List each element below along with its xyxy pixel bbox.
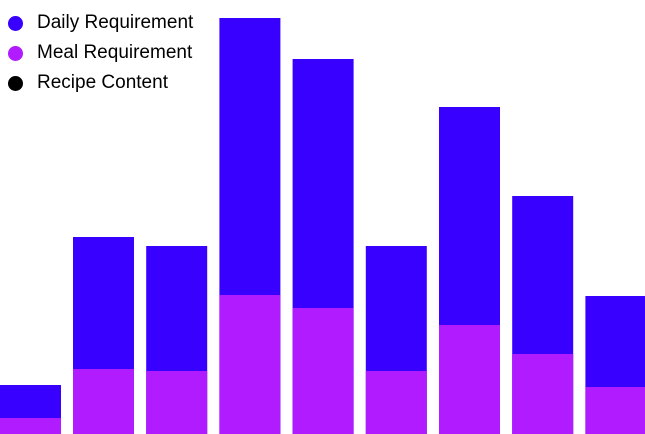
bar-series-2-category-4 [219,295,281,434]
legend-label-daily-requirement: Daily Requirement [37,12,194,33]
bar-series-2-category-5 [292,308,354,434]
bar-series-2-category-3 [146,371,208,434]
bar-series-2-category-9 [585,387,645,434]
legend-label-meal-requirement: Meal Requirement [37,42,193,63]
chart-legend: Daily Requirement Meal Requirement Recip… [8,8,193,98]
bar-series-2-category-1 [0,418,61,434]
bar-series-2-category-2 [73,369,134,434]
legend-swatch-meal-requirement [8,45,23,61]
bars-layer [0,18,645,434]
legend-swatch-daily-requirement [8,15,23,31]
bar-series-2-category-8 [512,354,574,434]
bar-series-2-category-7 [439,325,500,434]
legend-swatch-recipe-content [8,75,23,91]
legend-item-meal-requirement[interactable]: Meal Requirement [8,38,193,68]
legend-item-recipe-content[interactable]: Recipe Content [8,68,193,98]
bar-series-2-category-6 [365,371,427,434]
legend-item-daily-requirement[interactable]: Daily Requirement [8,8,193,38]
legend-label-recipe-content: Recipe Content [37,72,168,93]
